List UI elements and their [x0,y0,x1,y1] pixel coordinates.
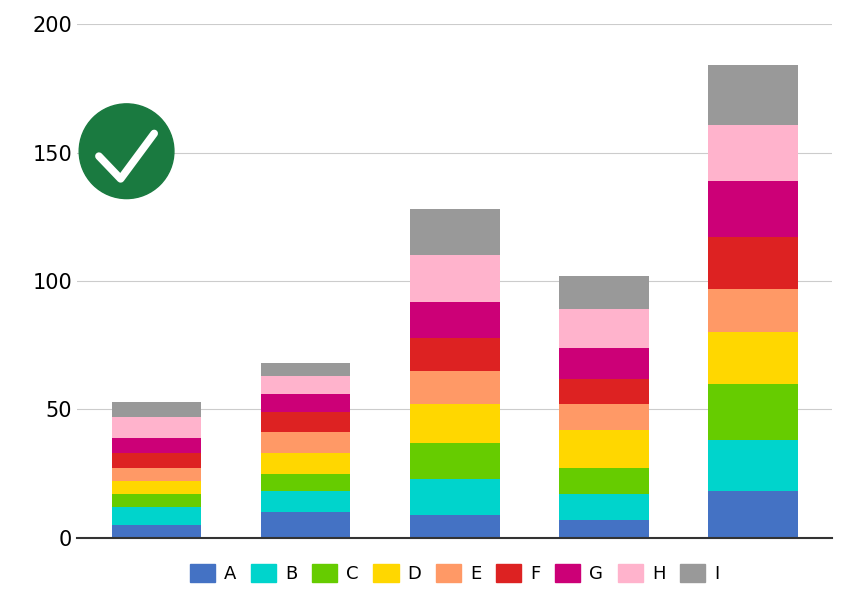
Bar [709,181,798,238]
Bar [410,443,499,478]
Bar [559,494,649,520]
Bar [709,238,798,289]
Bar [559,309,649,348]
Bar [261,412,350,433]
Bar [709,384,798,440]
Bar [261,491,350,512]
Bar [410,337,499,371]
Bar [261,433,350,453]
Bar [112,481,201,494]
Bar [709,440,798,491]
Bar [709,125,798,181]
Bar [559,348,649,379]
Bar [559,276,649,309]
Bar [112,469,201,481]
Bar [559,430,649,469]
Bar [261,363,350,376]
Bar [410,478,499,514]
Bar [410,255,499,302]
Bar [112,437,201,453]
Bar [112,507,201,525]
Bar [410,514,499,538]
Bar [261,512,350,538]
Bar [709,65,798,125]
Bar [709,332,798,384]
Bar [410,371,499,404]
Bar [410,404,499,443]
Bar [261,474,350,491]
Bar [261,453,350,474]
Bar [709,491,798,538]
Bar [112,401,201,417]
Bar [112,525,201,538]
Bar [261,376,350,394]
Bar [410,302,499,337]
Bar [559,520,649,538]
Bar [559,469,649,494]
Bar [112,494,201,507]
Bar [410,209,499,255]
Circle shape [79,104,174,199]
Bar [559,379,649,404]
Bar [112,453,201,469]
Bar [559,404,649,430]
Bar [709,289,798,332]
Legend: A, B, C, D, E, F, G, H, I: A, B, C, D, E, F, G, H, I [183,557,727,590]
Bar [261,394,350,412]
Bar [112,417,201,437]
